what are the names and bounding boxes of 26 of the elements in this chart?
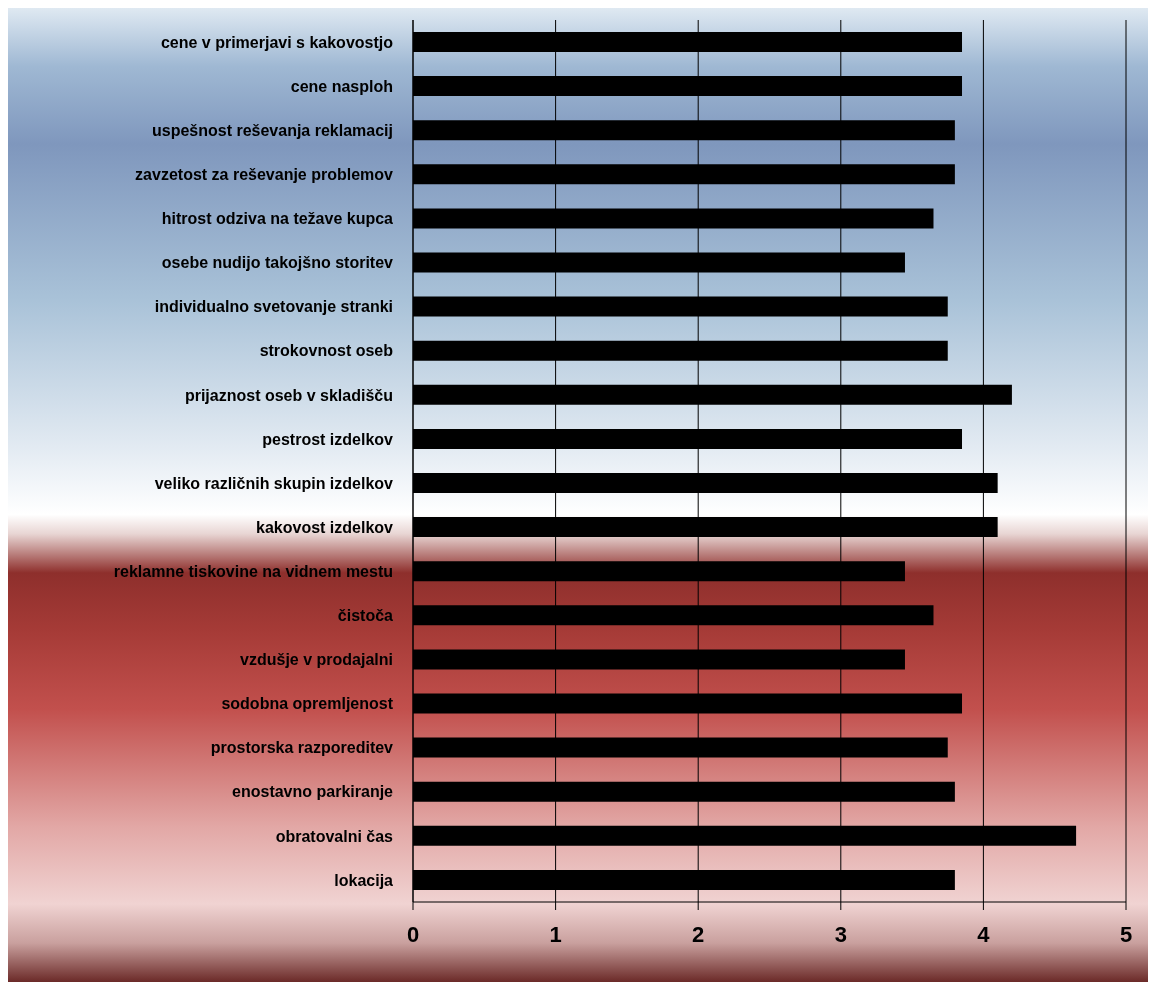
x-tick-label: 4 <box>977 921 991 947</box>
y-tick-label: vzdušje v prodajalni <box>240 651 393 669</box>
y-tick-label: hitrost odziva na težave kupca <box>161 210 394 228</box>
y-tick-label: prijaznost oseb v skladišču <box>184 386 393 404</box>
x-tick-label: 5 <box>1119 921 1133 947</box>
y-tick-label: čistoča <box>337 607 394 625</box>
y-tick-label: cene v primerjavi s kakovostjo <box>160 33 394 51</box>
y-tick-label: enostavno parkiranje <box>232 783 394 801</box>
y-tick-label: cene nasploh <box>290 77 393 95</box>
x-tick-label: 3 <box>834 921 847 947</box>
y-tick-label: obratovalni čas <box>275 827 394 845</box>
y-tick-label: strokovnost oseb <box>259 342 394 360</box>
y-tick-label: osebe nudijo takojšno storitev <box>161 254 394 272</box>
y-tick-label: zavzetost za reševanje problemov <box>135 166 394 184</box>
y-tick-label: lokacija <box>334 871 394 889</box>
y-tick-label: pestrost izdelkov <box>262 430 394 448</box>
y-tick-label: sodobna opremljenost <box>221 695 394 713</box>
y-tick-label: individualno svetovanje stranki <box>154 298 393 316</box>
y-tick-label: reklamne tiskovine na vidnem mestu <box>113 562 393 580</box>
x-tick-label: 2 <box>692 921 705 947</box>
x-tick-label: 1 <box>549 921 562 947</box>
y-tick-label: prostorska razporeditev <box>210 739 394 757</box>
x-tick-label: 0 <box>406 921 420 947</box>
y-tick-label: uspešnost reševanja reklamacij <box>151 121 393 139</box>
y-tick-label: veliko različnih skupin izdelkov <box>154 474 394 492</box>
y-tick-label: kakovost izdelkov <box>256 518 394 536</box>
